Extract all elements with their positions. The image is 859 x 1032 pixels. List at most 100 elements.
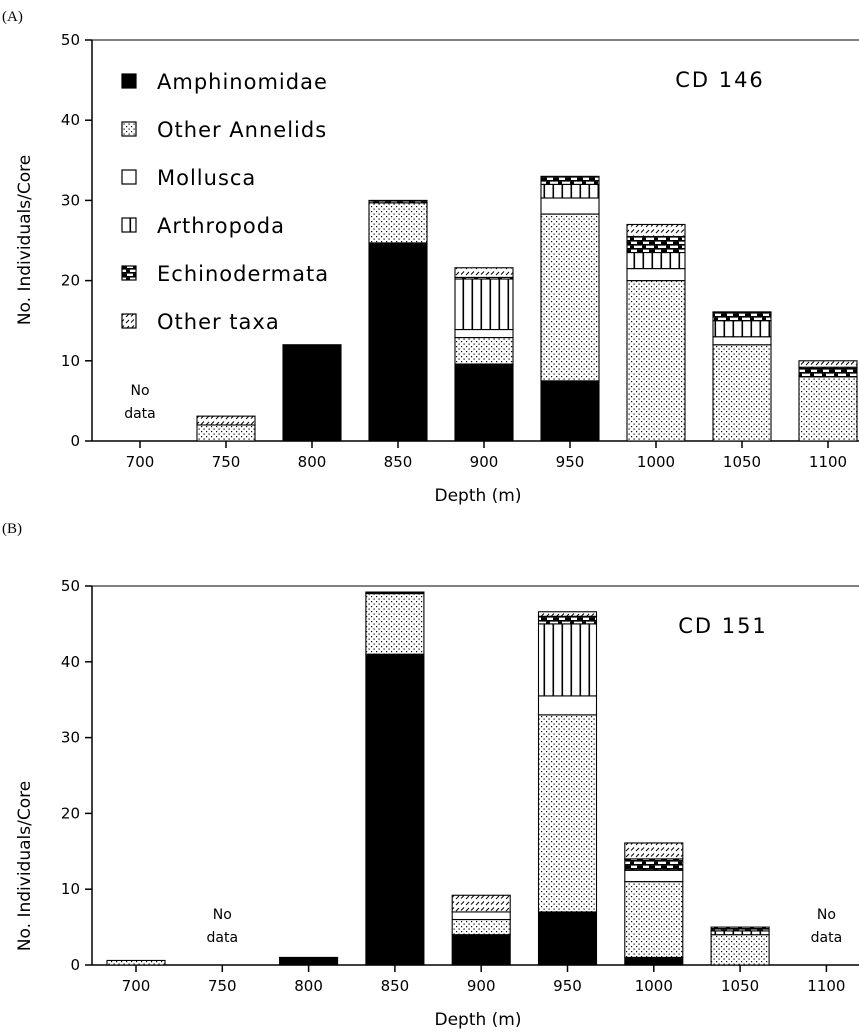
plot-area-a: 0 10 20 30 40 50 700 750 800 850 900 950 1000 1050 110…	[61, 31, 859, 471]
x-tick-label: 950	[553, 977, 582, 995]
y-tick-label: 10	[61, 880, 80, 898]
x-tick-label: 750	[212, 453, 241, 471]
x-tick-label: 1100	[809, 453, 847, 471]
no-data-label: No	[213, 907, 232, 923]
y-tick-label: 40	[61, 111, 80, 129]
x-tick-label: 950	[556, 453, 585, 471]
bar-arthropoda-1000	[626, 251, 686, 270]
cruise-label-a: CD 146	[675, 68, 765, 92]
bar-echinodermata-850	[368, 199, 428, 204]
bar-arthropoda-1050	[710, 930, 770, 936]
x-tick-label: 800	[298, 453, 327, 471]
bar-echinodermata-950	[537, 615, 598, 625]
bar-echinodermata-1000	[626, 235, 686, 254]
x-axis-title-b: Depth (m)	[434, 1010, 521, 1030]
bar-amphinomidae-950	[537, 911, 598, 966]
plot-area-b: 0 10 20 30 40 50 700 750 800 850 900 950 1000 1050 110…	[61, 577, 859, 995]
legend-label-other-annelids: Other Annelids	[157, 118, 327, 142]
panel-label-b: (B)	[2, 521, 22, 537]
bar-echinodermata-950	[540, 175, 600, 185]
x-tick-label: 900	[470, 453, 499, 471]
no-data-label: No	[817, 907, 836, 923]
bar-other-annelids-1100	[798, 376, 858, 442]
bar-other-taxa-750	[196, 415, 256, 426]
cruise-label-b: CD 151	[678, 614, 768, 638]
bar-other-annelids-1050	[712, 344, 772, 442]
y-axis-title-a: No. Individuals/Core	[15, 155, 35, 325]
x-tick-label: 800	[294, 977, 323, 995]
bar-other-taxa-1000	[626, 223, 686, 238]
legend-swatch-other-taxa	[121, 313, 137, 329]
bar-other-taxa-1100	[798, 360, 858, 368]
bar-mollusca-1000	[626, 268, 686, 282]
panel-label-a: (A)	[2, 9, 23, 25]
no-data-label: No	[130, 383, 149, 399]
bar-amphinomidae-900	[454, 363, 514, 442]
bar-arthropoda-1050	[712, 320, 772, 338]
bar-other-taxa-1050	[712, 311, 772, 314]
y-tick-label: 0	[70, 432, 80, 450]
legend-label-other-taxa: Other taxa	[157, 310, 280, 334]
y-tick-label: 20	[61, 804, 80, 822]
panel-a: (A) No. Individuals/Core Depth (m) CD 14…	[2, 9, 859, 506]
legend-label-amphinomidae: Amphinomidae	[157, 70, 328, 94]
bar-echinodermata-1100	[798, 366, 858, 378]
legend-swatch-arthropoda	[121, 217, 137, 233]
x-tick-label: 1100	[807, 977, 845, 995]
bar-echinodermata-1000	[624, 858, 684, 871]
legend-label-mollusca: Mollusca	[157, 166, 256, 190]
x-tick-label: 700	[126, 453, 155, 471]
bar-amphinomidae-800	[282, 344, 342, 442]
bar-arthropoda-950	[537, 623, 598, 697]
y-tick-label: 30	[61, 729, 80, 747]
x-tick-label: 1050	[723, 453, 761, 471]
no-data-label: data	[124, 406, 156, 422]
y-tick-label: 50	[61, 577, 80, 595]
bar-mollusca-950	[540, 197, 600, 215]
bar-mollusca-950	[537, 695, 598, 716]
panel-b: (B) No. Individuals/Core Depth (m) CD 15…	[2, 521, 859, 1030]
legend-swatch-echinodermata	[121, 265, 137, 281]
bar-echinodermata-850	[365, 591, 425, 595]
bar-echinodermata-1050	[710, 926, 770, 932]
y-tick-label: 50	[61, 31, 80, 49]
bar-other-annelids-1050	[710, 934, 770, 966]
bar-amphinomidae-1000	[624, 956, 684, 966]
bar-other-annelids-850	[368, 202, 428, 244]
bar-other-annelids-950	[537, 714, 598, 913]
no-data-label: data	[811, 930, 843, 946]
bar-echinodermata-1050	[712, 312, 772, 322]
bar-amphinomidae-850	[368, 242, 428, 442]
bar-other-annelids-900	[451, 918, 511, 936]
bar-arthropoda-900	[454, 278, 514, 331]
bar-amphinomidae-950	[540, 380, 600, 442]
x-tick-label: 900	[467, 977, 496, 995]
bar-mollusca-900	[454, 328, 514, 339]
x-axis-title-a: Depth (m)	[434, 486, 521, 506]
bar-other-taxa-1000	[624, 842, 684, 860]
legend: Amphinomidae Other Annelids Mollusca Arthro…	[121, 70, 328, 334]
x-tick-label: 850	[381, 977, 410, 995]
legend-swatch-amphinomidae	[121, 73, 137, 89]
bar-other-annelids-1000	[626, 280, 686, 442]
bar-amphinomidae-900	[451, 934, 511, 966]
bar-mollusca-900	[451, 911, 511, 921]
y-tick-label: 30	[61, 191, 80, 209]
bar-mollusca-1000	[624, 869, 684, 883]
y-axis-title-b: No. Individuals/Core	[15, 781, 35, 951]
bar-amphinomidae-800	[279, 956, 339, 966]
legend-swatch-other-annelids	[121, 121, 137, 137]
legend-swatch-mollusca	[121, 169, 137, 185]
y-tick-label: 40	[61, 653, 80, 671]
bar-other-annelids-700	[106, 959, 166, 966]
bar-other-annelids-750	[196, 424, 256, 442]
bar-other-taxa-900	[451, 894, 511, 913]
x-tick-label: 750	[208, 977, 237, 995]
bar-other-annelids-850	[365, 593, 425, 655]
bar-other-taxa-950	[537, 611, 598, 617]
bar-mollusca-1050	[712, 336, 772, 346]
x-tick-label: 1000	[637, 453, 675, 471]
x-tick-label: 850	[384, 453, 413, 471]
no-data-label: data	[207, 930, 239, 946]
